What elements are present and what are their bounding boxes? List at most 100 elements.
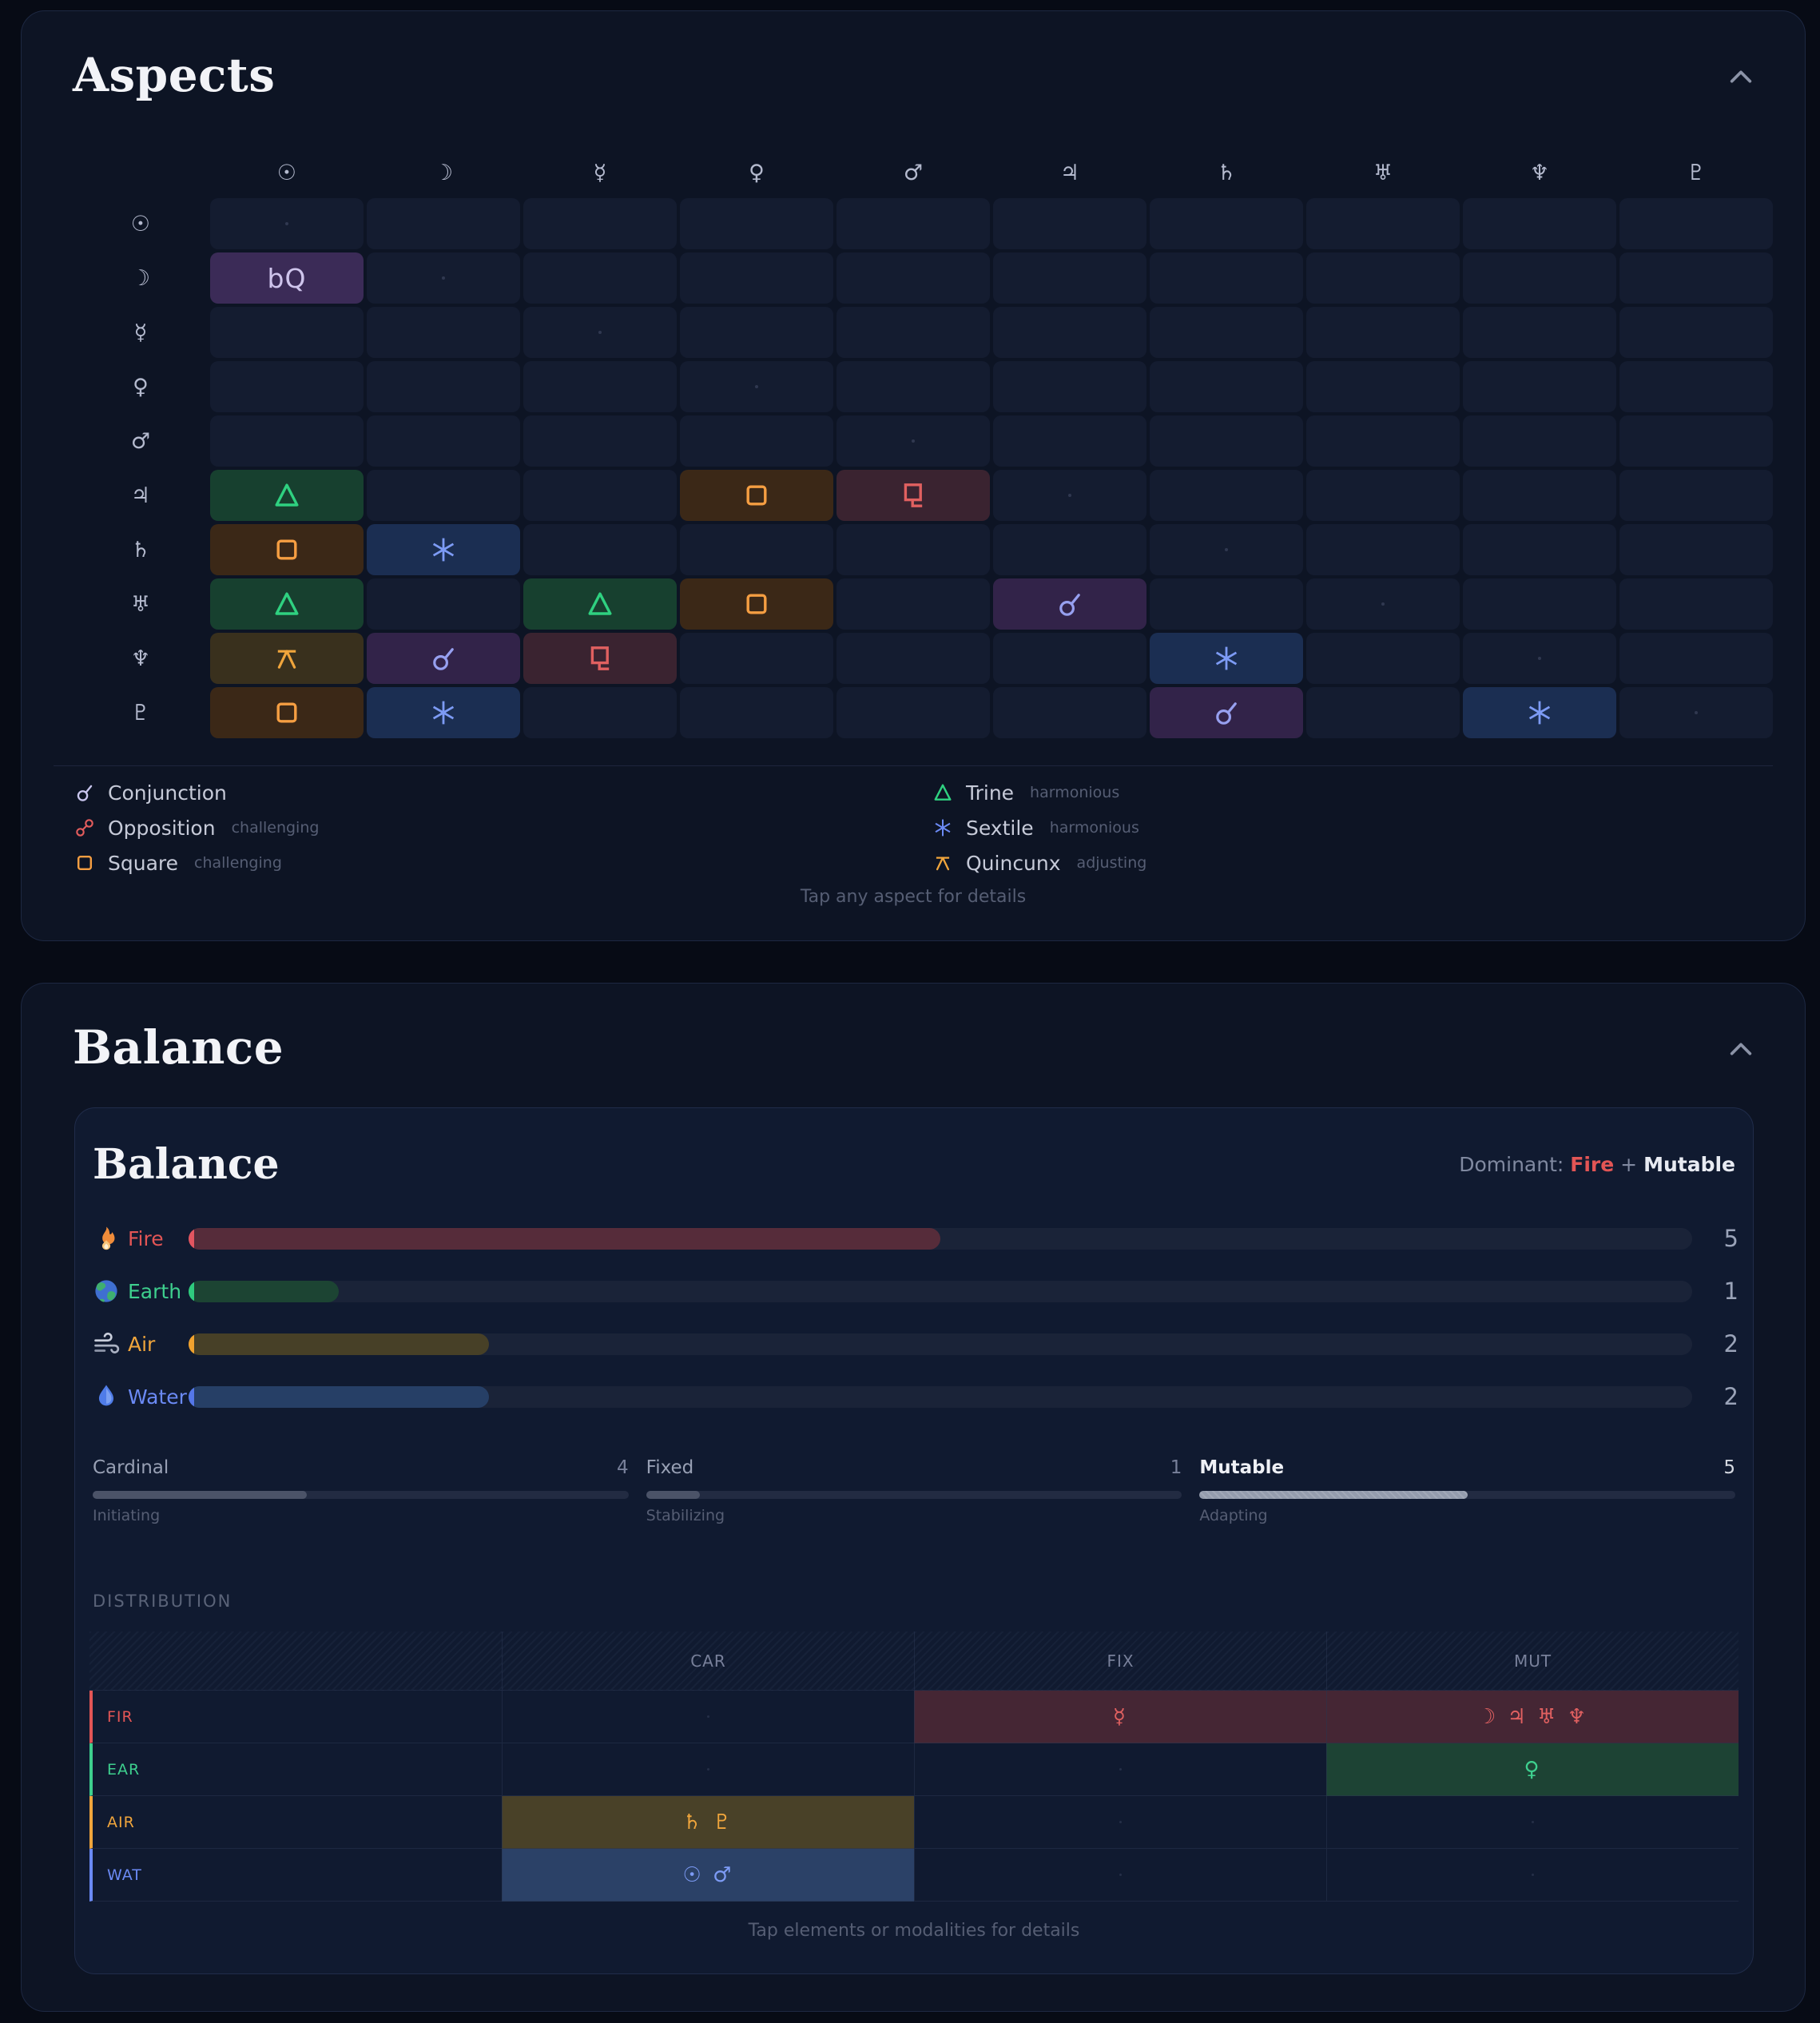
aspect-legend: Conjunction Opposition challenging Square ch… [74,775,1752,880]
aspect-cell-jupiter-neptune [1463,470,1616,521]
square-icon [272,535,301,564]
opposition-icon [74,817,95,838]
distribution-cell-air-mut [1326,1796,1739,1849]
flame-icon [93,1225,120,1252]
aspect-cell-pluto-moon[interactable] [367,687,520,738]
aspect-cell-moon-sun[interactable]: bQ [210,252,364,304]
balance-hint: Tap elements or modalities for details [748,1921,1080,1941]
self-aspect-dot [1068,494,1071,497]
planet-row-header-moon: ☽ [130,265,151,291]
aspect-cell-jupiter-venus[interactable] [680,470,833,521]
modality-value: 4 [617,1457,629,1478]
conjunction-icon [1055,590,1084,618]
aspect-cell-neptune-venus [680,633,833,684]
aspect-cell-uranus-sun[interactable] [210,578,364,630]
aspect-cell-pluto-saturn[interactable] [1150,687,1303,738]
self-aspect-dot [755,385,758,388]
modality-column-mutable[interactable]: Mutable 5 Adapting [1199,1457,1735,1524]
aspect-cell-uranus-venus[interactable] [680,578,833,630]
aspect-cell-moon-venus [680,252,833,304]
square-icon [742,590,771,618]
aspect-cell-neptune-sun[interactable] [210,633,364,684]
planet-col-header-uranus: ♅ [1373,160,1393,185]
aspect-cell-jupiter-jupiter [993,470,1146,521]
aspect-cell-venus-neptune [1463,361,1616,412]
quincunx-icon [932,853,953,873]
planet-row-header-venus: ♀ [133,374,149,399]
distribution-cell-fir-fix[interactable]: ☿ [914,1691,1326,1743]
modality-value: 5 [1723,1457,1735,1478]
element-row-water[interactable]: Water 2 [89,1381,1739,1413]
element-row-air[interactable]: Air 2 [89,1328,1739,1360]
distribution-cell-air-car[interactable]: ♄ ♇ [502,1796,914,1849]
aspect-cell-mars-mercury [523,415,677,467]
collapse-balance-button[interactable] [1723,1036,1758,1063]
aspect-cell-pluto-uranus [1306,687,1460,738]
distribution-cell-ear-mut[interactable]: ♀ [1326,1743,1739,1796]
empty-cell-dot [1532,1874,1534,1876]
aspect-cell-neptune-moon[interactable] [367,633,520,684]
aspect-cell-saturn-moon[interactable] [367,524,520,575]
aspect-cell-saturn-mercury [523,524,677,575]
distribution-planet-glyphs: ☉ ♂ [682,1862,734,1887]
aspect-cell-uranus-jupiter[interactable] [993,578,1146,630]
aspect-cell-saturn-sun[interactable] [210,524,364,575]
conjunction-icon [1212,698,1241,727]
aspect-cell-jupiter-saturn [1150,470,1303,521]
aspect-cell-uranus-mercury[interactable] [523,578,677,630]
collapse-aspects-button[interactable] [1723,64,1758,91]
legend-label: Opposition [108,816,216,840]
modality-column-cardinal[interactable]: Cardinal 4 Initiating [93,1457,629,1524]
chevron-up-icon [1727,1039,1754,1059]
balance-card-title: Balance [73,1020,284,1075]
aspect-cell-saturn-saturn [1150,524,1303,575]
aspect-cell-neptune-uranus [1306,633,1460,684]
distribution-col-header-fix: FIX [914,1632,1326,1691]
element-bar-fill-fire [189,1227,940,1250]
distribution-cell-fir-mut[interactable]: ☽ ♃ ♅ ♆ [1326,1691,1739,1743]
aspect-cell-venus-pluto [1619,361,1773,412]
element-bars: Fire 5 Earth 1 Air 2 Water 2 [89,1222,1739,1413]
modality-bar-fill [646,1491,700,1499]
aspect-cell-pluto-neptune[interactable] [1463,687,1616,738]
sesquiquadrate-icon [899,481,928,510]
aspect-cell-mercury-mercury [523,307,677,358]
element-row-fire[interactable]: Fire 5 [89,1222,1739,1254]
aspect-cell-uranus-moon [367,578,520,630]
planet-row-header-mercury: ☿ [133,320,148,345]
planet-row-header-mars: ♂ [130,428,151,454]
aspect-cell-venus-moon [367,361,520,412]
chevron-up-icon [1727,66,1754,87]
trine-icon [586,590,614,618]
distribution-cell-wat-fix [914,1849,1326,1902]
element-value-water: 2 [1723,1383,1739,1410]
aspect-cell-neptune-mercury[interactable] [523,633,677,684]
legend-qualifier: harmonious [1049,819,1139,837]
aspect-cell-jupiter-sun[interactable] [210,470,364,521]
aspects-card-title: Aspects [73,48,276,102]
aspect-cell-mercury-saturn [1150,307,1303,358]
planet-col-header-sun: ☉ [276,160,297,185]
element-bar-track [189,1333,1692,1355]
self-aspect-dot [1695,711,1698,714]
distribution-cell-wat-car[interactable]: ☉ ♂ [502,1849,914,1902]
aspect-cell-mars-venus [680,415,833,467]
aspect-cell-jupiter-mars[interactable] [836,470,990,521]
aspect-cell-neptune-saturn[interactable] [1150,633,1303,684]
modality-column-fixed[interactable]: Fixed 1 Stabilizing [646,1457,1182,1524]
aspect-cell-mercury-jupiter [993,307,1146,358]
aspect-cell-uranus-mars [836,578,990,630]
aspect-cell-pluto-sun[interactable] [210,687,364,738]
planet-col-header-pluto: ♇ [1686,160,1707,185]
aspect-cell-moon-moon [367,252,520,304]
modality-bar-track [646,1491,1182,1499]
modality-bar-fill [1199,1491,1468,1499]
aspect-cell-saturn-venus [680,524,833,575]
empty-cell-dot [707,1715,709,1718]
distribution-table: CAR FIX MUT FIR ☿ ☽ ♃ ♅ ♆ EAR ♀ AIR ♄ ♇ WAT ☉ ♂ [89,1632,1739,1902]
element-row-earth[interactable]: Earth 1 [89,1275,1739,1307]
element-bar-fill-earth [189,1280,340,1302]
aspects-hint: Tap any aspect for details [800,887,1027,907]
modality-sublabel: Initiating [93,1507,161,1524]
aspect-cell-pluto-pluto [1619,687,1773,738]
